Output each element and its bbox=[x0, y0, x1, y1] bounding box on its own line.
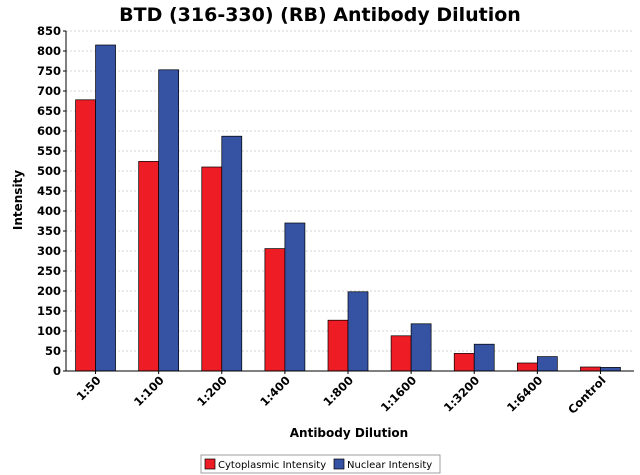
y-tick-label: 0 bbox=[53, 364, 61, 378]
legend-label-cytoplasmic: Cytoplasmic Intensity bbox=[218, 460, 326, 471]
bar-nuclear bbox=[347, 291, 369, 372]
y-tick-label: 350 bbox=[37, 224, 61, 238]
bar-cytoplasmic bbox=[390, 335, 412, 372]
y-tick-label: 450 bbox=[37, 184, 61, 198]
bar-cytoplasmic bbox=[75, 99, 96, 372]
y-tick-label: 800 bbox=[37, 44, 61, 58]
bar-nuclear bbox=[284, 222, 306, 372]
bar-cytoplasmic bbox=[580, 366, 601, 372]
bar-cytoplasmic bbox=[453, 353, 475, 372]
y-tick-label: 200 bbox=[37, 284, 61, 298]
y-tick-label: 700 bbox=[37, 84, 61, 98]
bar-cytoplasmic bbox=[516, 362, 538, 372]
legend-label-nuclear: Nuclear Intensity bbox=[347, 460, 432, 471]
bar-nuclear bbox=[473, 343, 495, 372]
chart-title: BTD (316-330) (RB) Antibody Dilution bbox=[119, 4, 521, 26]
grid-lines bbox=[66, 30, 634, 352]
bar-cytoplasmic bbox=[138, 161, 160, 372]
y-axis-ticks: 0 50 100 150 200 250 300 350 400 450 500 550 600 650 7… bbox=[37, 24, 66, 378]
x-tick-label: 1:800 bbox=[320, 373, 356, 409]
bar-cytoplasmic bbox=[264, 248, 286, 372]
x-tick-label: 1:50 bbox=[74, 373, 104, 403]
y-tick-label: 150 bbox=[37, 304, 61, 318]
x-tick-label: 1:6400 bbox=[504, 373, 545, 414]
x-tick-label: Control bbox=[565, 373, 609, 417]
y-tick-label: 50 bbox=[45, 344, 61, 358]
y-tick-label: 600 bbox=[37, 124, 61, 138]
bar-cytoplasmic bbox=[201, 166, 223, 372]
y-tick-label: 750 bbox=[37, 64, 61, 78]
x-axis-label: Antibody Dilution bbox=[290, 426, 408, 440]
bar-nuclear bbox=[410, 323, 432, 372]
y-tick-label: 400 bbox=[37, 204, 61, 218]
y-tick-label: 500 bbox=[37, 164, 61, 178]
legend: Cytoplasmic Intensity Nuclear Intensity bbox=[200, 454, 441, 474]
y-tick-label: 250 bbox=[37, 264, 61, 278]
y-tick-label: 550 bbox=[37, 144, 61, 158]
x-tick-label: 1:400 bbox=[257, 373, 293, 409]
y-tick-label: 650 bbox=[37, 104, 61, 118]
x-axis-ticks: 1:50 1:100 1:200 1:400 1:800 1:1600 1:3200 1:64… bbox=[74, 371, 609, 417]
y-tick-label: 300 bbox=[37, 244, 61, 258]
legend-box bbox=[200, 454, 441, 474]
bar-nuclear bbox=[536, 356, 558, 372]
y-tick-label: 100 bbox=[37, 324, 61, 338]
x-tick-label: 1:3200 bbox=[441, 373, 482, 414]
bars bbox=[75, 44, 621, 372]
bar-cytoplasmic bbox=[327, 319, 349, 372]
bar-nuclear bbox=[221, 135, 243, 372]
y-axis-label: Intensity bbox=[11, 170, 25, 230]
legend-swatch-nuclear bbox=[333, 458, 345, 470]
bar-nuclear bbox=[95, 44, 116, 372]
y-tick-label: 850 bbox=[37, 24, 61, 38]
x-tick-label: 1:1600 bbox=[378, 373, 419, 414]
x-tick-label: 1:100 bbox=[131, 373, 167, 409]
x-tick-label: 1:200 bbox=[194, 373, 230, 409]
bar-nuclear bbox=[600, 367, 621, 372]
bar-nuclear bbox=[158, 69, 180, 372]
legend-swatch-cytoplasmic bbox=[204, 458, 216, 470]
